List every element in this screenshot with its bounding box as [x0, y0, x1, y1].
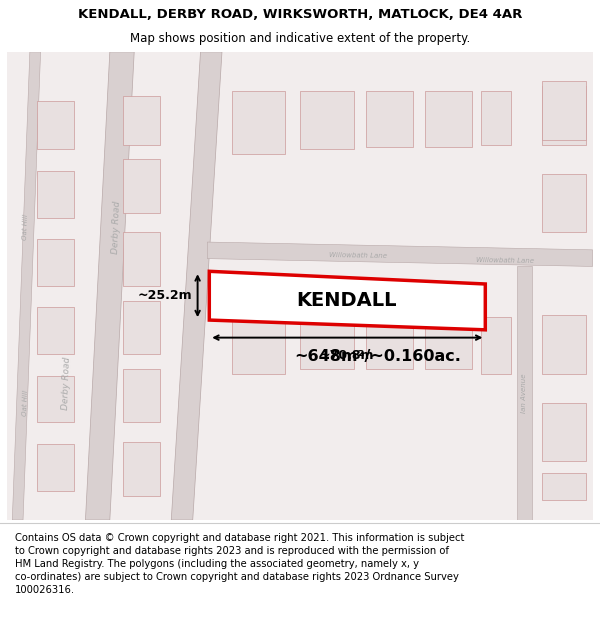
Text: Derby Road: Derby Road: [111, 201, 122, 254]
Text: ~25.2m: ~25.2m: [138, 289, 193, 302]
Polygon shape: [517, 266, 532, 520]
Bar: [542, 473, 586, 501]
Polygon shape: [12, 52, 41, 520]
Polygon shape: [171, 52, 222, 520]
Bar: [37, 101, 74, 149]
Bar: [122, 301, 160, 354]
Bar: [232, 311, 286, 374]
Text: ~648m²/~0.160ac.: ~648m²/~0.160ac.: [295, 349, 461, 364]
Text: Derby Road: Derby Road: [61, 357, 71, 410]
Bar: [37, 171, 74, 217]
Bar: [542, 81, 586, 139]
Bar: [481, 91, 511, 144]
Text: Oat Hill: Oat Hill: [22, 214, 28, 241]
Bar: [425, 91, 472, 148]
Text: Contains OS data © Crown copyright and database right 2021. This information is : Contains OS data © Crown copyright and d…: [15, 532, 464, 596]
Polygon shape: [208, 242, 593, 266]
Bar: [122, 442, 160, 496]
Bar: [542, 403, 586, 461]
Bar: [122, 96, 160, 144]
Bar: [300, 311, 353, 369]
Bar: [37, 444, 74, 491]
Bar: [481, 317, 511, 374]
Text: Oat Hill: Oat Hill: [22, 390, 28, 416]
Bar: [122, 369, 160, 423]
Bar: [37, 308, 74, 354]
Polygon shape: [209, 271, 485, 330]
Bar: [542, 315, 586, 374]
Bar: [122, 159, 160, 212]
Bar: [37, 239, 74, 286]
Bar: [37, 376, 74, 423]
Text: KENDALL: KENDALL: [296, 291, 397, 310]
Bar: [122, 232, 160, 286]
Bar: [425, 312, 472, 369]
Bar: [542, 86, 586, 144]
Text: Ian Avenue: Ian Avenue: [521, 374, 527, 413]
Bar: [367, 311, 413, 369]
Polygon shape: [85, 52, 134, 520]
Bar: [232, 91, 286, 154]
Text: ~70.8m: ~70.8m: [320, 349, 374, 362]
Bar: [542, 174, 586, 232]
Text: Map shows position and indicative extent of the property.: Map shows position and indicative extent…: [130, 32, 470, 46]
Text: Willowbath Lane: Willowbath Lane: [329, 253, 388, 259]
Bar: [367, 91, 413, 148]
Text: KENDALL, DERBY ROAD, WIRKSWORTH, MATLOCK, DE4 4AR: KENDALL, DERBY ROAD, WIRKSWORTH, MATLOCK…: [78, 8, 522, 21]
Bar: [300, 91, 353, 149]
Text: Willowbath Lane: Willowbath Lane: [476, 257, 534, 264]
